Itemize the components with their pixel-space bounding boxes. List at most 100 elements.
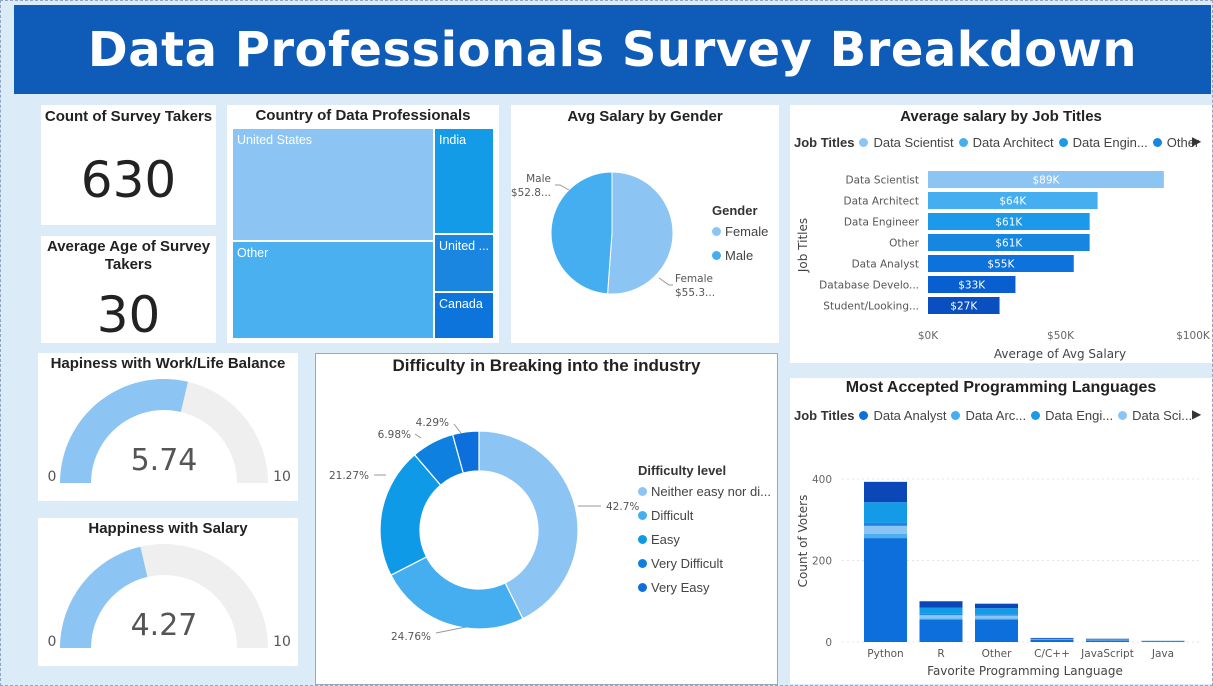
salary-gauge-title: Happiness with Salary — [88, 520, 248, 537]
pie-data-label: Male — [526, 173, 551, 185]
difficulty-legend-item[interactable]: Very Difficult — [638, 556, 723, 571]
legend-dot-icon — [638, 583, 647, 592]
stacked-bar-segment — [1141, 641, 1185, 642]
x-tick-label: R — [937, 648, 944, 660]
gender-legend-title: Gender — [712, 203, 758, 218]
stacked-bar-segment — [919, 618, 963, 620]
bar-category-label: Data Analyst — [852, 259, 919, 271]
treemap-tile-canada[interactable]: Canada — [434, 292, 494, 339]
donut-segment — [390, 556, 524, 630]
salary-bar — [928, 297, 1000, 314]
legend-item[interactable]: Data Arc... — [965, 408, 1027, 423]
legend-item[interactable]: Data Engi... — [1045, 408, 1114, 423]
stacked-bar-segment — [1030, 637, 1074, 639]
bar-data-label: $27K — [950, 301, 978, 313]
stacked-bar-segment — [919, 619, 963, 642]
worklife-gauge: 5.74 0 10 — [48, 379, 291, 485]
treemap-tile-other[interactable]: Other — [232, 241, 434, 339]
legend-item[interactable]: Data Sci... — [1132, 408, 1193, 423]
pie-data-label: Female — [675, 273, 713, 285]
gauge-fill — [60, 546, 148, 648]
gauge-value: 4.27 — [131, 608, 198, 643]
treemap-tile-united-states[interactable]: United States — [232, 128, 434, 241]
legend-next-arrow-icon[interactable]: ▶ — [1192, 134, 1202, 148]
treemap-tile-united-kingdom[interactable]: United ... — [434, 234, 494, 292]
legend-item[interactable]: Data Engin... — [1072, 135, 1148, 150]
bar-data-label: $89K — [1032, 175, 1060, 187]
worklife-gauge-title: Hapiness with Work/Life Balance — [50, 355, 286, 372]
x-tick-label: $0K — [918, 330, 939, 342]
stacked-bar-segment — [1030, 639, 1074, 642]
legend-item[interactable]: Other — [1166, 135, 1200, 150]
pie-slice-male — [550, 171, 613, 295]
difficulty-legend-item[interactable]: Easy — [638, 532, 680, 547]
legend-next-arrow-icon[interactable]: ▶ — [1192, 407, 1202, 421]
legend-dot-icon — [638, 535, 647, 544]
worklife-gauge-card[interactable]: Hapiness with Work/Life Balance 5.74 0 10 — [38, 353, 298, 501]
salary-gauge-card[interactable]: Happiness with Salary 4.27 0 10 — [38, 518, 298, 666]
legend-dot-icon — [1152, 138, 1162, 147]
difficulty-donut-card[interactable]: Difficulty in Breaking into the industry… — [315, 353, 778, 685]
gender-pie-chart: Female $55.3... Male $52.8... — [511, 171, 715, 299]
legend-item[interactable]: Data Scientist — [873, 135, 954, 150]
treemap-tile-india[interactable]: India — [434, 128, 494, 234]
legend-title: Job Titles — [794, 408, 855, 423]
legend-item[interactable]: Data Analyst — [873, 408, 947, 423]
legend-dot-icon — [638, 511, 647, 520]
legend-dot-icon — [712, 251, 721, 260]
gauge-max-label: 10 — [273, 634, 291, 650]
count-card[interactable]: Count of Survey Takers 630 — [41, 105, 216, 225]
difficulty-donut-chart: 42.7% 24.76% 21.27% 6.98% 4.29% — [329, 417, 639, 643]
stacked-bar-segment — [864, 538, 907, 642]
stacked-bar-segment — [919, 601, 963, 608]
country-treemap-card[interactable]: Country of Data Professionals United Sta… — [227, 105, 499, 343]
y-axis-label: Job Titles — [796, 218, 810, 273]
legend-dot-icon — [859, 138, 869, 147]
legend-dot-icon — [1118, 411, 1128, 420]
gauge-fill — [60, 379, 188, 483]
dashboard-banner: Data Professionals Survey Breakdown — [14, 5, 1211, 94]
stacked-bar-segment — [864, 502, 907, 523]
bar-data-label: $61K — [995, 238, 1023, 250]
donut-leader-line — [414, 433, 422, 439]
donut-data-label: 21.27% — [329, 470, 369, 482]
gender-pie-title: Avg Salary by Gender — [567, 108, 723, 125]
legend-dot-icon — [951, 411, 961, 420]
stacked-bar-segment — [864, 525, 907, 535]
x-tick-label: Other — [982, 648, 1012, 660]
stacked-bar-segment — [975, 603, 1018, 609]
x-tick-label: $100K — [1176, 330, 1211, 342]
stacked-bar-segment — [919, 607, 963, 614]
gender-pie-card[interactable]: Avg Salary by Gender Female $55.3... Male $… — [511, 105, 779, 343]
gauge-min-label: 0 — [48, 469, 57, 485]
age-title: Average Age of Survey Takers — [46, 238, 211, 273]
count-value: 630 — [80, 151, 177, 209]
salary-bar — [928, 276, 1016, 293]
bar-category-label: Data Scientist — [846, 175, 920, 187]
gender-legend-male[interactable]: Male — [712, 248, 753, 263]
x-tick-label: Java — [1151, 648, 1174, 660]
languages-card[interactable]: Most Accepted Programming Languages Job … — [790, 378, 1212, 684]
job-salary-bar-chart: Data Scientist $89K Data Architect $64K Data… — [796, 171, 1211, 361]
x-tick-label: $50K — [1047, 330, 1075, 342]
legend-dot-icon — [1058, 138, 1068, 147]
legend-item[interactable]: Data Architect — [972, 135, 1054, 150]
stacked-bar-segment — [864, 522, 907, 526]
gender-legend-female[interactable]: Female — [712, 224, 768, 239]
bar-category-label: Other — [889, 238, 919, 250]
difficulty-legend-item[interactable]: Very Easy — [638, 580, 710, 595]
bar-data-label: $64K — [999, 196, 1027, 208]
difficulty-title: Difficulty in Breaking into the industry — [392, 356, 701, 375]
salary-bar — [928, 234, 1090, 251]
difficulty-legend-item[interactable]: Neither easy nor di... — [638, 484, 771, 499]
legend-dot-icon — [1031, 411, 1041, 420]
legend-dot-icon — [859, 411, 869, 420]
age-card[interactable]: Average Age of Survey Takers 30 — [41, 236, 216, 343]
donut-data-label: 6.98% — [378, 429, 411, 441]
difficulty-legend-item[interactable]: Difficult — [638, 508, 693, 523]
y-tick-label: 200 — [812, 556, 832, 568]
stacked-bar-segment — [919, 613, 963, 616]
job-salary-card[interactable]: Average salary by Job Titles Job Titles … — [790, 105, 1212, 363]
stacked-bar-segment — [975, 619, 1018, 642]
pie-slice-female — [607, 171, 674, 295]
